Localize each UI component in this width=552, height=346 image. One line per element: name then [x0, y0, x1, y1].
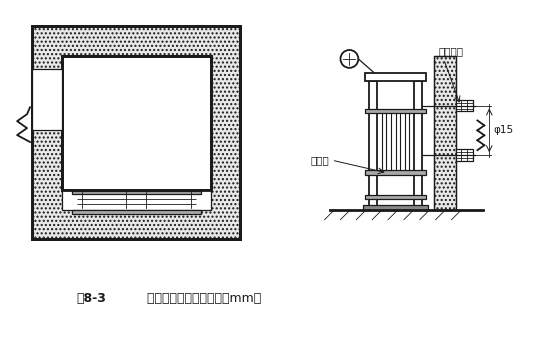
Text: 图8-3: 图8-3 [77, 292, 107, 306]
Bar [32, 69, 62, 130]
Bar [369, 81, 377, 210]
Text: 铰链门: 铰链门 [311, 155, 330, 165]
Bar [365, 195, 426, 199]
Bar [62, 190, 210, 210]
Bar [455, 100, 474, 111]
Bar [32, 26, 240, 239]
Bar [434, 56, 455, 210]
Bar [72, 210, 200, 214]
Bar [434, 56, 455, 210]
Text: 电梯井口防护门（单位：mm）: 电梯井口防护门（单位：mm） [131, 292, 262, 306]
Bar [62, 56, 210, 190]
Bar [32, 26, 240, 239]
Bar [365, 109, 426, 113]
Bar [455, 149, 474, 161]
Bar [414, 81, 422, 210]
Bar [365, 73, 426, 81]
Bar [365, 170, 426, 175]
Bar [72, 191, 200, 194]
Bar [62, 56, 210, 190]
Text: φ15: φ15 [493, 125, 513, 135]
Bar [363, 205, 428, 210]
Text: 膨胀螺栓: 膨胀螺栓 [439, 46, 464, 56]
Bar [32, 26, 240, 239]
